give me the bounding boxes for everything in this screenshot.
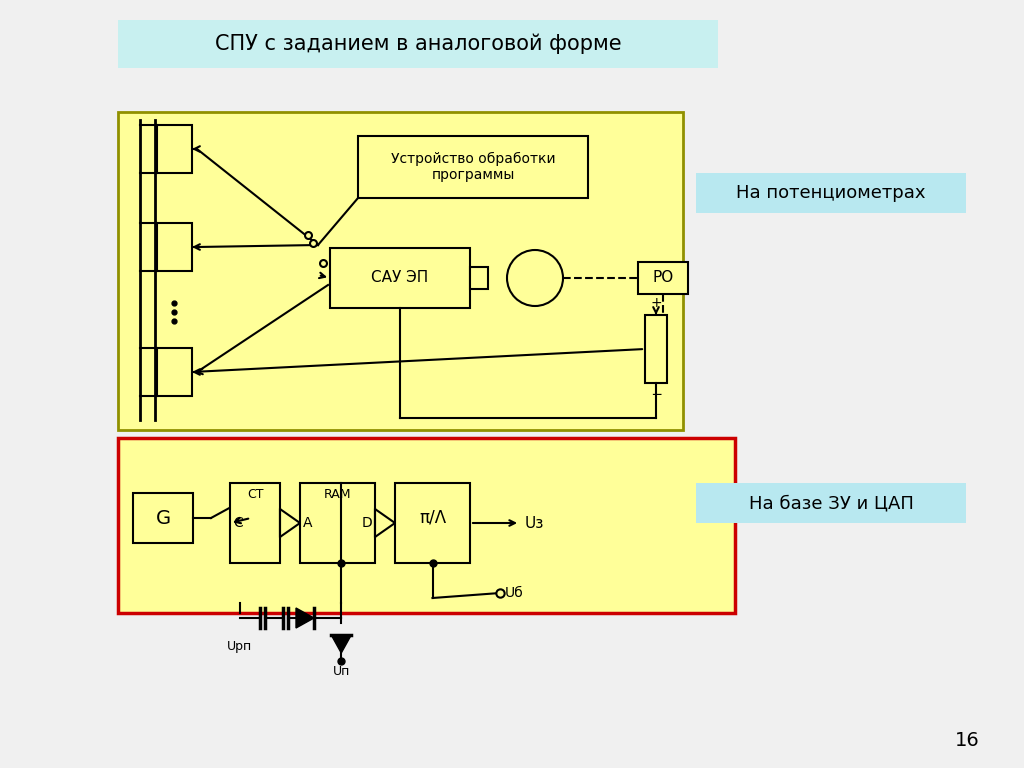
FancyBboxPatch shape [395, 483, 470, 563]
FancyBboxPatch shape [157, 125, 193, 173]
Text: Uп: Uп [333, 665, 350, 678]
Text: 16: 16 [955, 731, 980, 750]
Text: G: G [156, 508, 171, 528]
Polygon shape [331, 635, 351, 653]
Text: Uз: Uз [525, 515, 545, 531]
Polygon shape [296, 608, 314, 628]
Polygon shape [280, 509, 300, 537]
Text: ─: ─ [652, 388, 660, 402]
Polygon shape [375, 509, 395, 537]
Text: A: A [303, 516, 312, 530]
FancyBboxPatch shape [358, 136, 588, 198]
FancyBboxPatch shape [696, 483, 966, 523]
Text: Устройство обработки
программы: Устройство обработки программы [391, 152, 555, 182]
Circle shape [507, 250, 563, 306]
Text: РО: РО [652, 270, 674, 286]
FancyBboxPatch shape [696, 173, 966, 213]
FancyBboxPatch shape [330, 248, 470, 308]
Text: RAM: RAM [324, 488, 351, 501]
Text: САУ ЭП: САУ ЭП [372, 270, 429, 286]
Text: Uб: Uб [505, 586, 523, 600]
Text: D: D [361, 516, 372, 530]
Text: +: + [650, 296, 662, 310]
FancyBboxPatch shape [638, 262, 688, 294]
FancyBboxPatch shape [118, 438, 735, 613]
Text: C: C [233, 516, 243, 530]
FancyBboxPatch shape [300, 483, 375, 563]
Text: На базе ЗУ и ЦАП: На базе ЗУ и ЦАП [749, 494, 913, 512]
FancyBboxPatch shape [157, 348, 193, 396]
Text: На потенциометрах: На потенциометрах [736, 184, 926, 202]
FancyBboxPatch shape [118, 112, 683, 430]
FancyBboxPatch shape [118, 20, 718, 68]
FancyBboxPatch shape [157, 223, 193, 271]
FancyBboxPatch shape [470, 267, 488, 289]
Text: CT: CT [247, 488, 263, 501]
Text: π/Λ: π/Λ [419, 509, 446, 527]
FancyBboxPatch shape [133, 493, 193, 543]
Text: СПУ с заданием в аналоговой форме: СПУ с заданием в аналоговой форме [215, 34, 622, 55]
FancyBboxPatch shape [645, 315, 667, 383]
FancyBboxPatch shape [230, 483, 280, 563]
Text: Uрп: Uрп [227, 640, 253, 653]
